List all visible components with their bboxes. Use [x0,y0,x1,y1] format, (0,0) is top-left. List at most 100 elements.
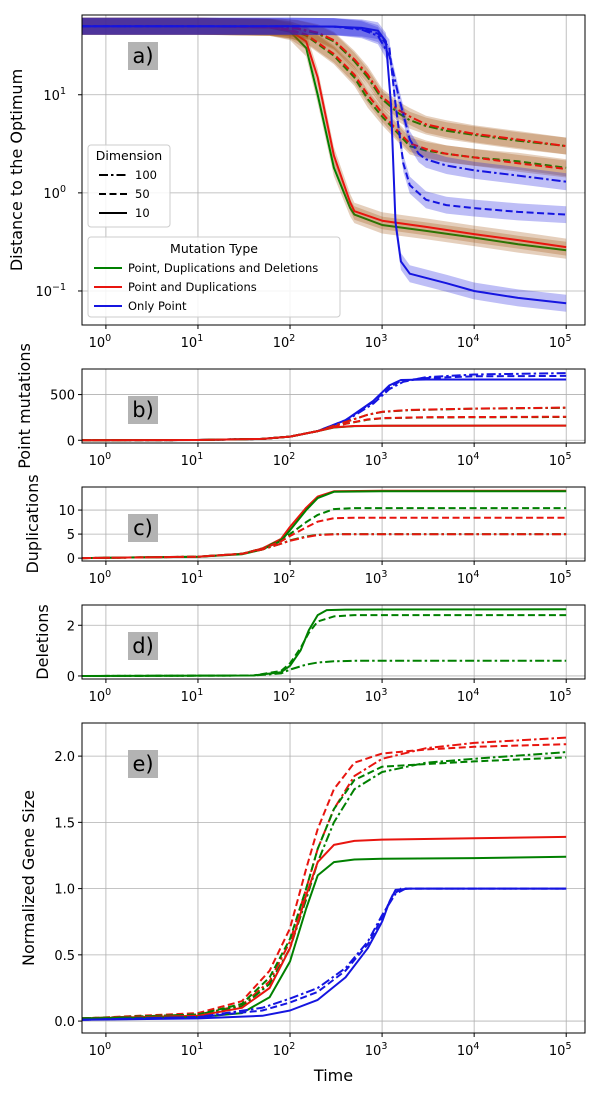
band-red-dashed [82,17,567,178]
x-tick-label: 102 [273,451,296,469]
y-axis-label: Deletions [33,604,52,679]
panel-tag-bg [128,632,158,660]
y-tick-label: 0 [67,670,75,685]
series-blue-dashdot [82,887,567,1021]
legend-mutation: Mutation Type Point, Duplications and Del… [87,236,341,318]
y-axis-label: Normalized Gene Size [19,790,38,966]
legend-box [87,236,341,318]
axes-frame [81,722,586,1034]
x-tick-label: 101 [181,333,204,351]
x-tick-label: 100 [89,451,112,469]
axes-frame [81,368,586,444]
y-tick-label: 0 [67,434,75,449]
x-tick-label: 104 [457,1041,480,1059]
panel-d: 100 101 102 103 104 105 0 2 Deletions d) [33,604,586,705]
series-red-dashdot [82,533,567,560]
series-blue-dashed [82,887,567,1021]
y-tick-label: 2.0 [54,750,75,765]
legend-label: 50 [135,187,150,201]
panel-tag: e) [132,752,153,776]
series-red-dashdot [82,736,567,1020]
x-tick-label: 101 [181,687,204,705]
series-blue-solid [82,887,567,1021]
x-axis-label: Time [313,1066,353,1085]
series-green-dashed [82,756,567,1020]
x-tick-label: 105 [549,1041,572,1059]
legend-label: 100 [135,168,157,182]
legend-box [87,144,171,228]
panel-tag: a) [132,44,153,68]
x-tick-label: 100 [89,687,112,705]
legend-label: Point and Duplications [128,280,257,294]
series-green-dashed [82,507,567,560]
x-tick-label: 101 [181,1041,204,1059]
series-red-solid [82,424,567,442]
x-tick-label: 104 [457,687,480,705]
axes-frame [81,604,586,680]
panel-c: 100 101 102 103 104 105 0 5 10 Duplications c) [23,474,586,587]
panel-tag-bg [128,514,158,542]
panel-tag: c) [133,516,153,540]
series-red-dashdot [82,25,567,148]
x-tick-label: 102 [273,687,296,705]
x-tick-label: 103 [365,687,388,705]
x-tick-label: 104 [457,333,480,351]
x-tick-label: 102 [273,569,296,587]
y-tick-label: 1.5 [54,816,75,831]
panel-tag: b) [132,398,154,422]
x-tick-label: 103 [365,333,388,351]
panel-tag: d) [132,634,154,658]
series-blue-dashdot [82,25,567,183]
axes-frame [81,14,586,326]
series-blue-dashed [82,25,567,216]
x-tick-label: 101 [181,569,204,587]
series-group [82,372,567,442]
x-tick-label: 104 [457,451,480,469]
legend-title: Dimension [96,148,162,163]
x-tick-label: 103 [365,451,388,469]
x-tick-label: 101 [181,451,204,469]
y-tick-label: 101 [43,86,66,104]
band-blue-dashdot [82,17,567,191]
panel-tag-bg [128,750,158,778]
series-group [82,17,567,312]
series-green-dashdot [82,751,567,1020]
legend-dimension: Dimension 100 50 10 [87,144,171,228]
y-axis-label: Duplications [23,474,42,573]
band-red-dashdot [82,17,567,155]
y-axis-label: Point mutations [15,343,34,469]
panel-e: 100 101 102 103 104 105 0.0 0.5 1.0 1.5 2.0 Normali… [19,722,586,1059]
x-tick-label: 100 [89,1041,112,1059]
band-red-solid [82,17,567,256]
series-group [82,608,567,677]
legend-title: Mutation Type [170,241,258,256]
series-red-dashed [82,516,567,560]
series-green-dashed [82,614,567,677]
panel-tag-bg [128,396,158,424]
series-group [82,489,567,560]
series-green-dashdot [82,25,567,148]
y-tick-label: 0 [67,552,75,567]
axes-frame [81,486,586,562]
x-tick-label: 103 [365,1041,388,1059]
legend-label: Only Point [128,299,187,313]
panel-a: 100 101 102 103 104 105 10−1 100 101 Distance to … [7,14,586,351]
x-tick-label: 102 [273,1041,296,1059]
y-tick-label: 1.0 [54,883,75,898]
y-axis-label: Distance to the Optimum [7,69,26,271]
x-tick-label: 103 [365,569,388,587]
x-tick-label: 105 [549,569,572,587]
series-group [82,736,567,1021]
x-tick-label: 104 [457,569,480,587]
legend-label: 10 [135,206,150,220]
panel-tag-bg [128,42,158,70]
legend-label: Point, Duplications and Deletions [128,261,318,275]
x-tick-label: 105 [549,333,572,351]
series-red-dashed [82,25,567,170]
panel-b: 100 101 102 103 104 105 0 500 Point mutations b) [15,343,586,469]
x-tick-label: 105 [549,687,572,705]
series-red-solid [82,835,567,1020]
y-tick-label: 10 [58,504,75,519]
x-tick-label: 100 [89,569,112,587]
